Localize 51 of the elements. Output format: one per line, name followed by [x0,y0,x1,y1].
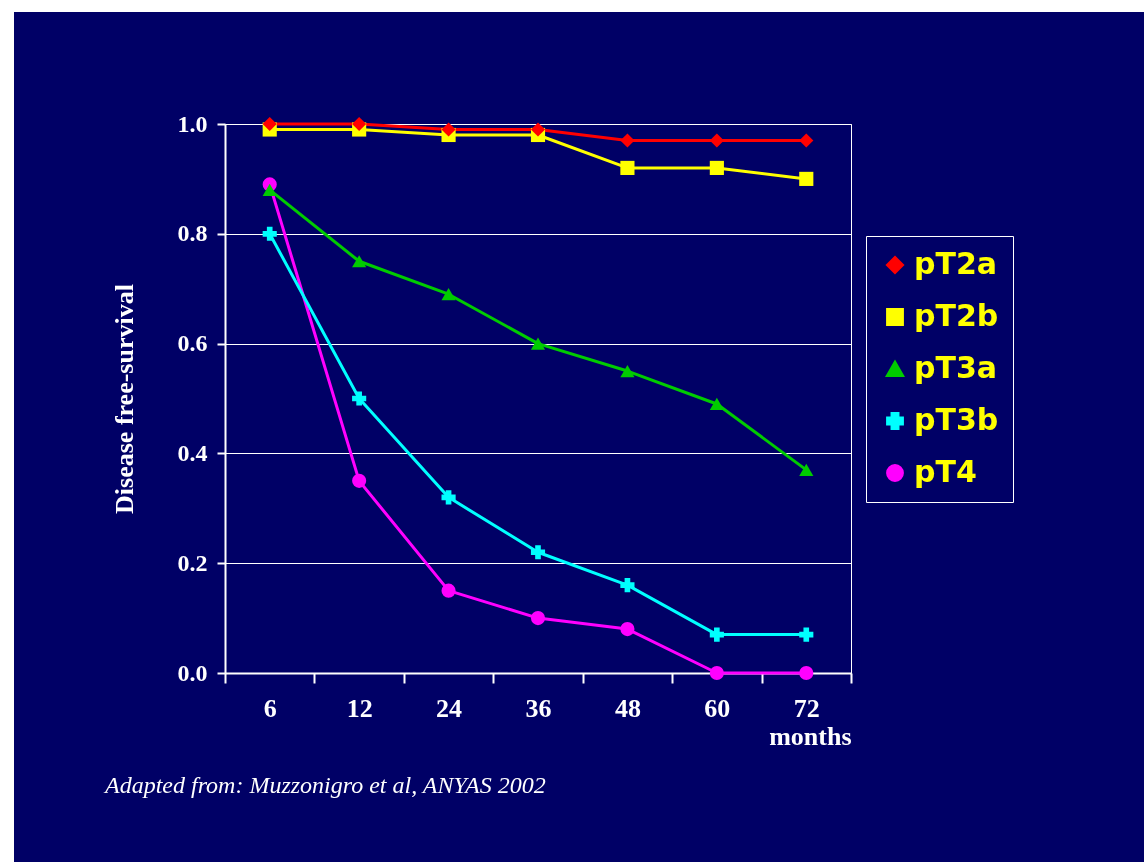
point [799,665,814,681]
point [799,133,814,148]
legend-label: pT4 [914,454,977,489]
x-tick-label: 12 [346,693,373,723]
y-tick-label: 1.0 [177,110,208,137]
point [530,337,546,350]
point [709,665,724,681]
point [441,288,456,301]
point [709,133,724,148]
point [441,490,456,505]
x-tick-label: 72 [793,693,820,723]
legend-label: pT2b [914,298,999,333]
x-axis-title: months [769,721,852,751]
point [530,611,546,626]
x-tick-label: 60 [704,693,731,723]
x-tick-label: 48 [614,693,641,723]
point [709,160,724,175]
text: Adapted from: Muzzonigro et al, ANYAS 2002 [105,772,546,799]
y-tick-label: 0.6 [177,330,208,357]
point [352,116,367,132]
point [352,473,367,488]
legend-label: pT3b [914,402,999,437]
point [620,578,635,593]
legend-label: pT2a [914,246,998,281]
y-tick-label: 0.4 [177,439,208,466]
point [620,133,635,148]
y-tick-label: 0.2 [177,549,208,576]
x-tick-label: 36 [525,693,552,723]
point [799,463,814,476]
point [262,226,277,241]
point [352,391,367,406]
point [530,545,546,560]
point [441,583,456,598]
point [620,622,635,637]
point [262,116,277,132]
point [620,160,635,175]
y-axis-title: Disease free-survival [109,284,139,514]
point [352,255,367,268]
x-tick-label: 6 [263,693,277,723]
x-tick-label: 24 [436,693,463,723]
point [441,122,456,137]
point [709,397,724,411]
point [262,183,277,196]
point [799,627,814,642]
point [530,122,546,137]
point [620,364,635,378]
y-tick-label: 0.0 [177,659,208,686]
point [709,627,724,642]
y-tick-label: 0.8 [177,220,208,247]
legend-label: pT3a [914,350,998,385]
point [799,171,814,186]
